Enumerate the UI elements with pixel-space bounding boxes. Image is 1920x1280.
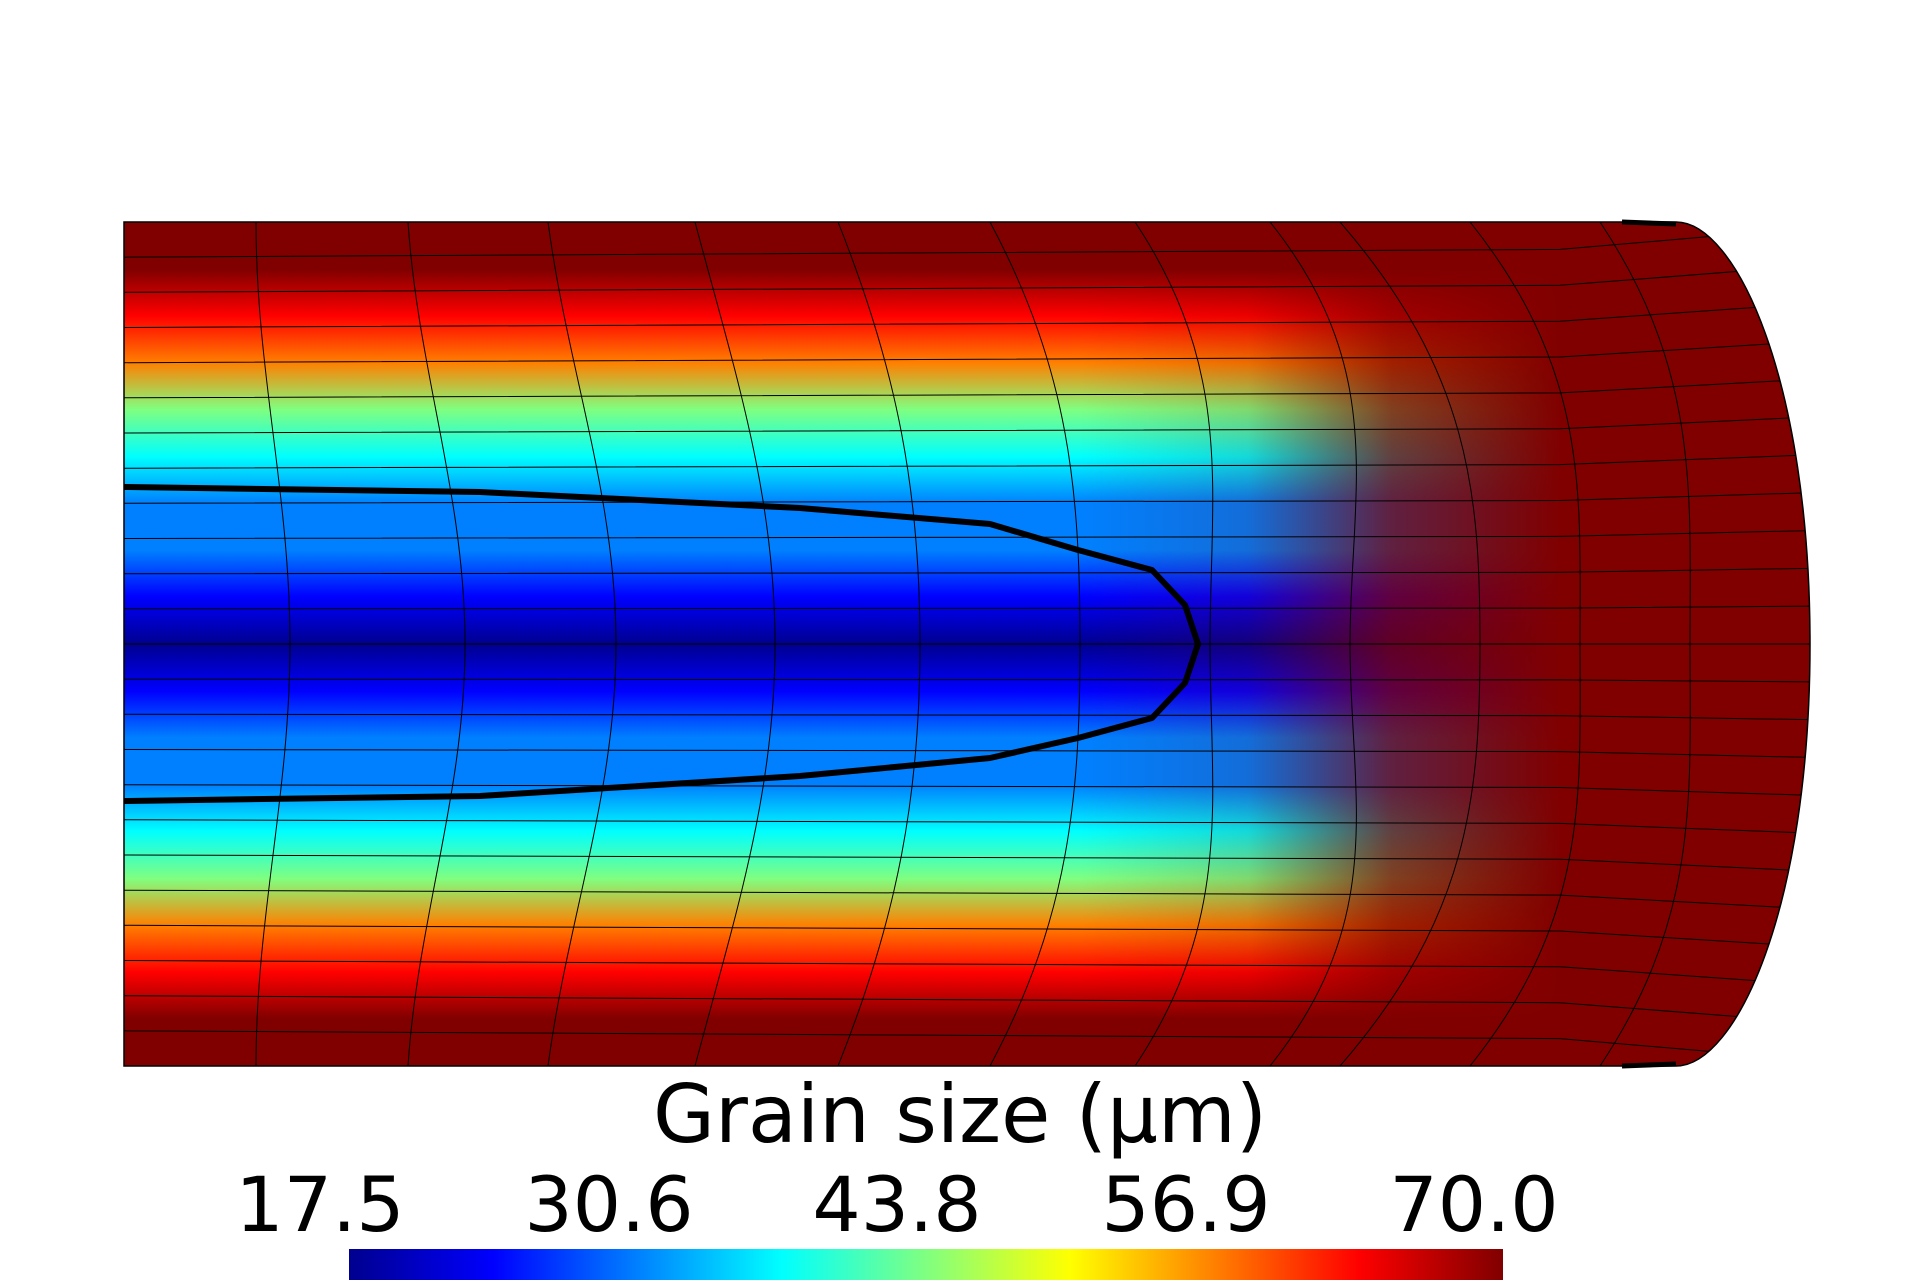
deformed-body (123, 219, 1811, 1069)
mesh-row-line (124, 889, 1810, 911)
mesh-row-line (124, 529, 1810, 539)
mesh-column-line (1339, 222, 1481, 1066)
mesh-column-line (1469, 222, 1581, 1066)
mesh-row-line (124, 678, 1810, 683)
mesh-row-line (124, 301, 1810, 328)
mesh-row-line (124, 924, 1810, 949)
mesh-row-line (124, 960, 1810, 987)
colorbar-tick-label: 30.6 (524, 1160, 694, 1249)
mesh-row-line (124, 605, 1810, 610)
body-outline (123, 221, 1811, 1067)
mesh-row-line (124, 567, 1810, 575)
mesh-row-line (124, 854, 1810, 873)
corner-edge-top (1621, 219, 1677, 227)
colorbar-tick-label: 70.0 (1389, 1160, 1559, 1249)
mesh-row-line (124, 749, 1810, 759)
mesh-column-line (547, 222, 617, 1066)
mesh-row-line (124, 415, 1810, 434)
colorbar (349, 1249, 1503, 1280)
mesh-column-line (837, 222, 921, 1066)
mesh-column-line (989, 222, 1081, 1066)
mesh-column-line (1134, 222, 1214, 1066)
mesh-column-line (407, 222, 466, 1066)
mesh-column-line (694, 222, 776, 1066)
grain-size-contour-line (123, 484, 1201, 804)
corner-edge-bottom (1621, 1061, 1677, 1069)
mesh-column-line (1269, 222, 1357, 1066)
colorbar-title: Grain size (μm) (652, 1068, 1268, 1161)
mesh-row-line (124, 339, 1810, 364)
mesh-row-line (124, 713, 1810, 721)
colorbar-tick-label: 17.5 (235, 1160, 405, 1249)
mesh-row-line (124, 453, 1810, 469)
mesh-row-line (124, 377, 1810, 399)
mesh-row-line (124, 819, 1810, 835)
mesh-column-line (255, 222, 291, 1066)
colorbar-tick-label: 56.9 (1101, 1160, 1271, 1249)
mesh-column-line (1599, 222, 1691, 1066)
mesh-grid (124, 222, 1810, 1066)
colorbar-tick-label: 43.8 (812, 1160, 982, 1249)
